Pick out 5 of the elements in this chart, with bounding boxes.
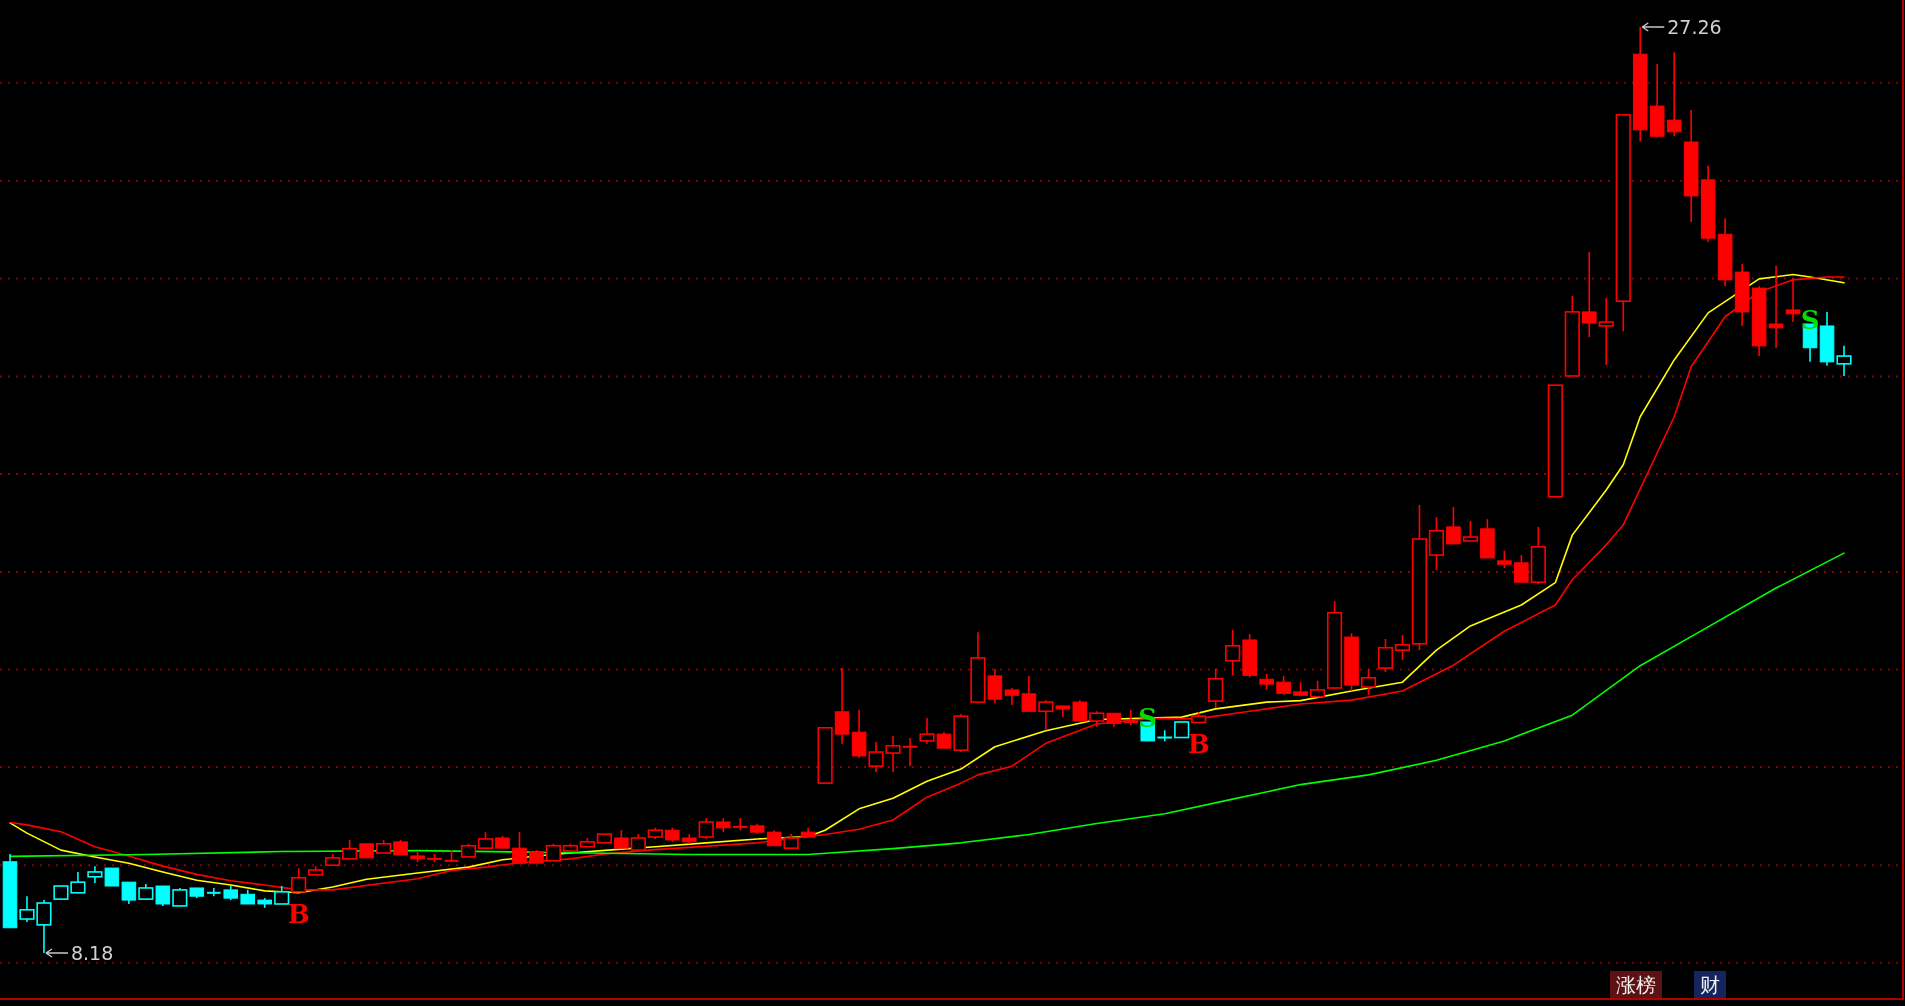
annotation: 8.18: [70, 942, 114, 964]
annotation: B: [1187, 729, 1210, 760]
annotation: B: [287, 898, 310, 929]
annotation: 27.26: [1667, 16, 1722, 38]
annotation: S: [1138, 702, 1158, 733]
